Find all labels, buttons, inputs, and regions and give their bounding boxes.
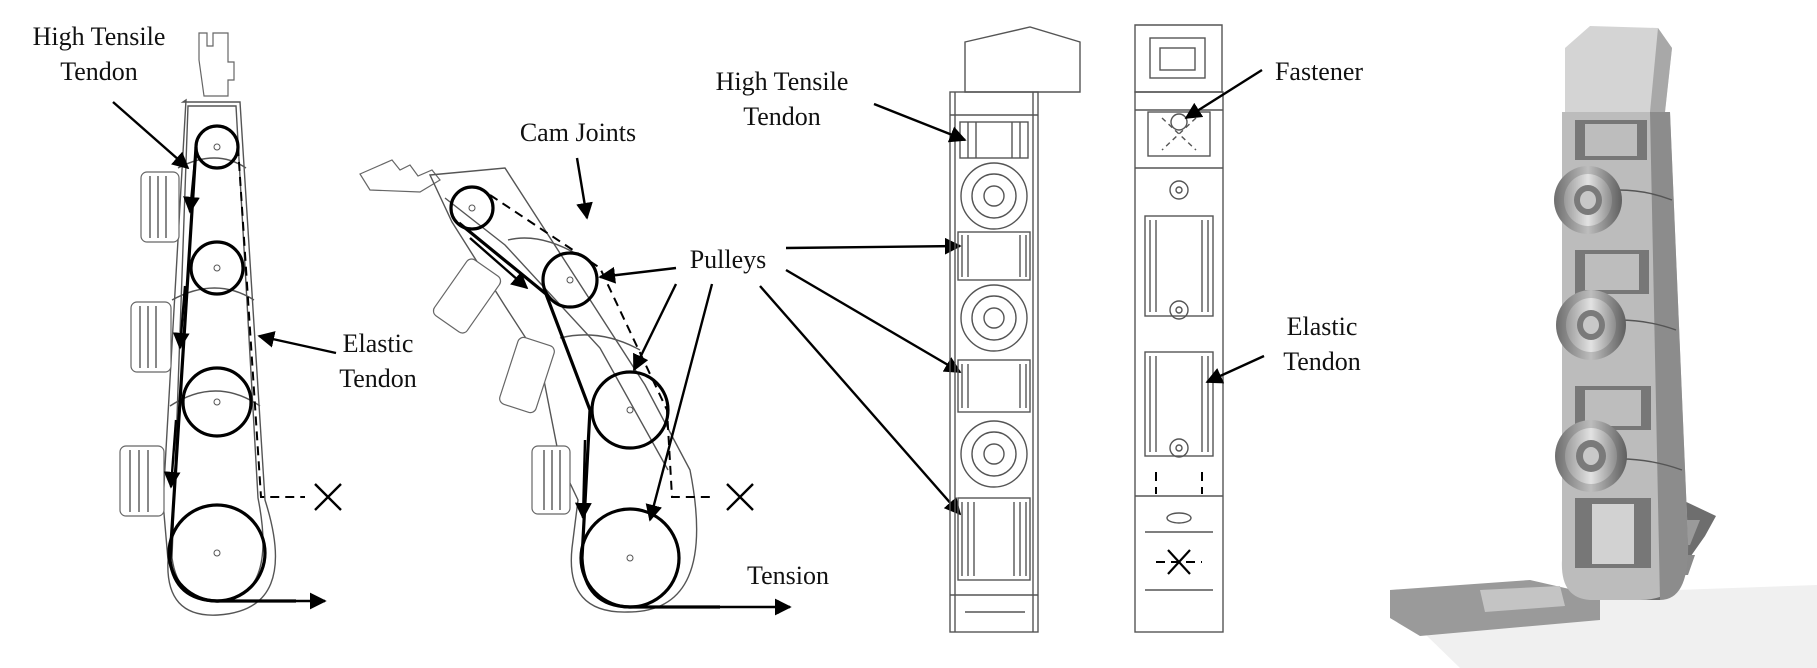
side-pulley-stack-2 bbox=[432, 258, 571, 515]
tendon-anchor-cross-2 bbox=[726, 483, 754, 511]
label-cam-joints: Cam Joints bbox=[520, 118, 636, 147]
high-tensile-tendon-path-1 bbox=[168, 146, 296, 603]
label-high-tensile-tendon-1: High Tensile bbox=[33, 22, 166, 51]
pulleys-callout: Pulleys bbox=[598, 237, 962, 522]
label-fastener: Fastener bbox=[1275, 57, 1363, 86]
render-finger-tip bbox=[1565, 26, 1672, 112]
panel-bent-finger: Cam Joints Tension bbox=[359, 118, 829, 616]
label-elastic-tendon-2: Elastic bbox=[1287, 312, 1358, 341]
bent-tip-bracket bbox=[359, 159, 441, 193]
elastic-tendon-path-2 bbox=[489, 194, 713, 498]
tendon-anchor-cross-3 bbox=[1167, 549, 1191, 575]
front-tendon-slots bbox=[957, 121, 1031, 581]
back-slots bbox=[1144, 215, 1214, 457]
label-pulleys: Pulleys bbox=[690, 245, 767, 274]
front-pulley-discs bbox=[960, 162, 1028, 488]
bent-finger-outline bbox=[428, 167, 698, 613]
elastic-tendon-path-1 bbox=[237, 146, 305, 498]
finger-outline bbox=[162, 98, 277, 616]
side-pulley-stack-1 bbox=[119, 171, 180, 517]
finger-tip-bracket bbox=[198, 32, 235, 97]
label-elastic-tendon-1: Elastic bbox=[343, 329, 414, 358]
label-tension: Tension bbox=[747, 561, 829, 590]
panel-3d-render bbox=[1390, 26, 1817, 668]
back-screw-holes bbox=[1166, 180, 1192, 524]
panel-straight-finger: High Tensile Tendon Elastic Tendon bbox=[33, 22, 417, 616]
tendon-anchor-cross-1 bbox=[314, 483, 342, 511]
panel-front-view: High Tensile Tendon bbox=[716, 26, 1081, 633]
label-high-tensile-tendon-1-line2: Tendon bbox=[60, 57, 138, 86]
label-high-tensile-tendon-2: High Tensile bbox=[716, 67, 849, 96]
label-elastic-tendon-1-line2: Tendon bbox=[339, 364, 417, 393]
fastener-housing bbox=[1147, 111, 1211, 157]
label-elastic-tendon-2-line2: Tendon bbox=[1283, 347, 1361, 376]
label-high-tensile-tendon-2-line2: Tendon bbox=[743, 102, 821, 131]
render-side-pulleys bbox=[1554, 166, 1627, 492]
panel-back-view: Fastener Elastic Tendon bbox=[1134, 24, 1363, 633]
